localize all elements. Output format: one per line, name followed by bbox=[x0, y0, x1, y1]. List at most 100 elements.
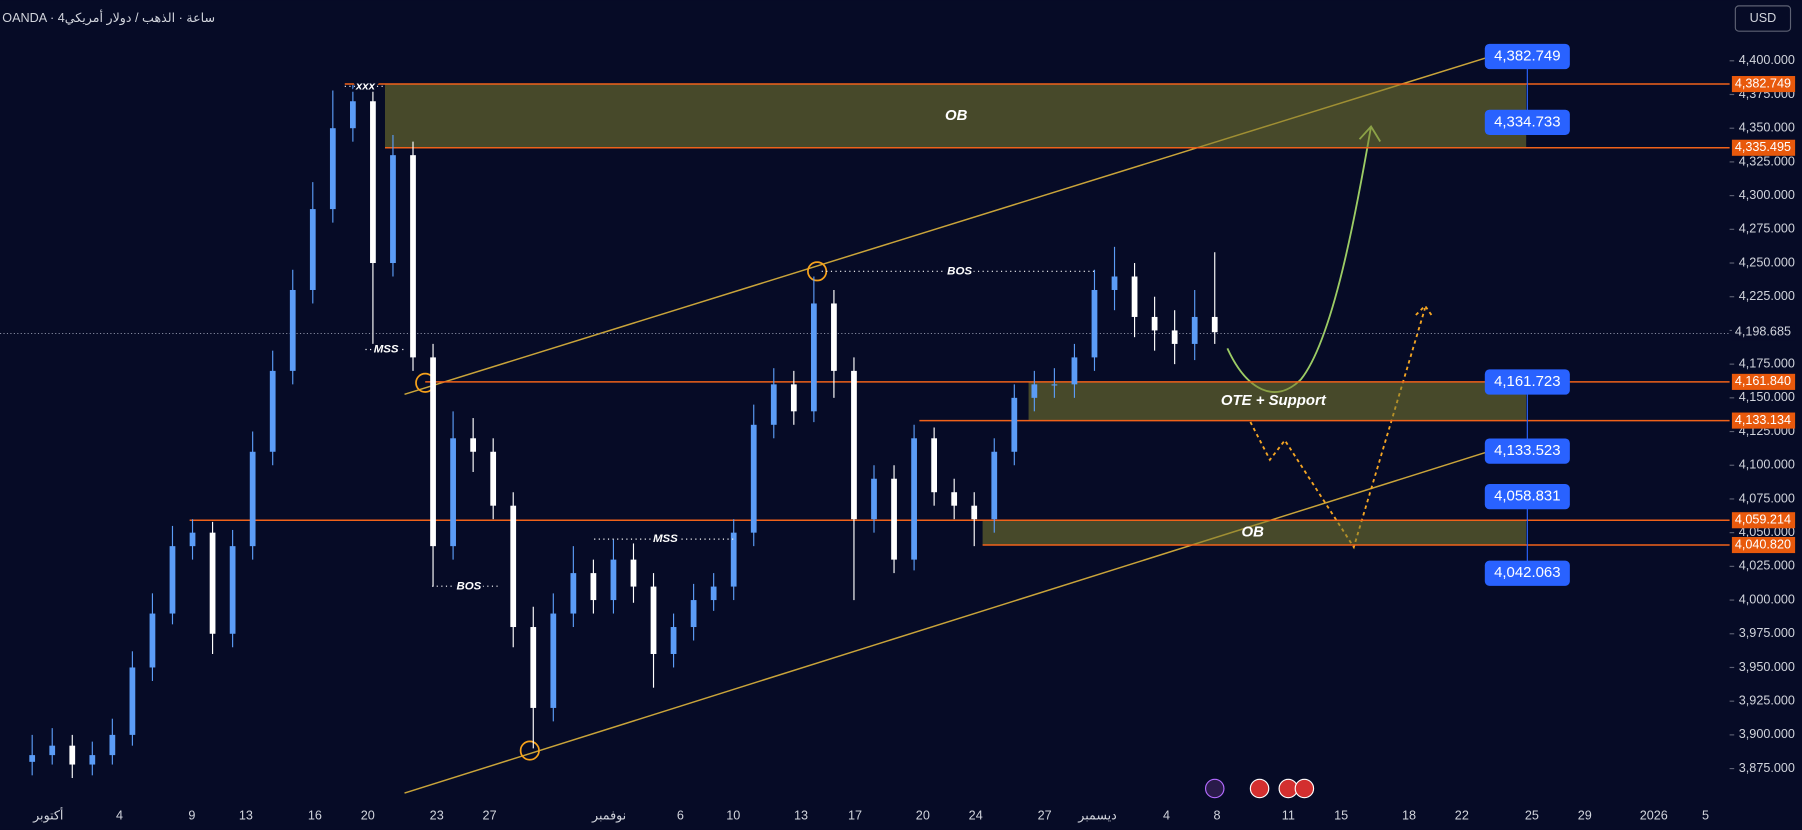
candle-body bbox=[730, 532, 737, 587]
candle-body bbox=[931, 438, 938, 493]
y-tick-label: 3,925.000 bbox=[1739, 694, 1795, 708]
candle-body bbox=[1071, 357, 1078, 385]
event-icon bbox=[1294, 778, 1315, 799]
candle-body bbox=[109, 734, 116, 756]
x-tick-label: 9 bbox=[188, 808, 195, 822]
candle-body bbox=[891, 478, 897, 560]
y-tick-label: 4,175.000 bbox=[1739, 356, 1795, 370]
y-tick-label: 4,300.000 bbox=[1739, 188, 1795, 202]
x-tick-label: 5 bbox=[1702, 808, 1709, 822]
candle-body bbox=[590, 573, 597, 601]
zone-label: OTE + Support bbox=[1221, 392, 1327, 409]
axis-price-label: 4,382.749 bbox=[1735, 76, 1791, 90]
currency-label[interactable]: USD bbox=[1750, 11, 1777, 25]
candle-body bbox=[269, 370, 276, 452]
x-tick-label: 8 bbox=[1214, 808, 1221, 822]
candle-body bbox=[189, 532, 196, 547]
candle-body bbox=[69, 745, 76, 765]
candle-body bbox=[410, 155, 416, 358]
y-tick-label: 3,975.000 bbox=[1739, 626, 1795, 640]
candle-body bbox=[129, 667, 136, 735]
target-label: 4,334.733 bbox=[1494, 113, 1560, 130]
target-label: 4,058.831 bbox=[1494, 488, 1560, 505]
candle-body bbox=[971, 505, 978, 520]
x-tick-label: نوفمبر bbox=[591, 808, 626, 823]
y-tick-label: 4,225.000 bbox=[1739, 289, 1795, 303]
candle-body bbox=[1151, 316, 1158, 331]
candle-body bbox=[1131, 276, 1138, 317]
candle-body bbox=[650, 586, 657, 654]
y-tick-label: 4,025.000 bbox=[1739, 559, 1795, 573]
axis-price-label: 4,161.840 bbox=[1735, 374, 1791, 388]
candle-body bbox=[790, 384, 797, 412]
x-tick-label: 11 bbox=[1282, 808, 1295, 822]
candle-body bbox=[1031, 384, 1038, 398]
candle-body bbox=[911, 438, 917, 560]
target-label: 4,133.523 bbox=[1494, 442, 1560, 459]
zone-box bbox=[982, 520, 1527, 546]
candle-body bbox=[871, 478, 877, 520]
x-tick-label: 22 bbox=[1455, 808, 1469, 822]
y-tick-label: 4,275.000 bbox=[1739, 222, 1795, 236]
currency-button[interactable] bbox=[1734, 5, 1792, 32]
candle-body bbox=[430, 357, 436, 547]
y-tick-label: 4,350.000 bbox=[1739, 121, 1795, 135]
candle-body bbox=[710, 586, 717, 601]
y-tick-label: 4,400.000 bbox=[1739, 53, 1795, 67]
x-tick-label: 27 bbox=[1038, 808, 1052, 822]
candle-body bbox=[670, 627, 677, 654]
x-tick-label: 13 bbox=[239, 808, 253, 822]
candle-body bbox=[510, 505, 517, 628]
event-icon bbox=[1249, 778, 1270, 799]
candle-body bbox=[350, 101, 356, 129]
axis-price-label: 4,335.495 bbox=[1735, 140, 1791, 154]
candle-body bbox=[1051, 384, 1058, 386]
event-icon bbox=[1204, 778, 1225, 799]
axis-price-label: 4,059.214 bbox=[1735, 513, 1791, 527]
candle-body bbox=[249, 451, 256, 547]
x-tick-label: 20 bbox=[916, 808, 930, 822]
note-label: MSS bbox=[653, 533, 678, 545]
y-tick-label: 4,100.000 bbox=[1739, 458, 1795, 472]
header-title: OANDA · 4ساعة · الذهب / دولار أمريكي bbox=[2, 9, 215, 26]
x-tick-label: 25 bbox=[1525, 808, 1539, 822]
x-tick-label: 4 bbox=[116, 808, 123, 822]
x-tick-label: 2026 bbox=[1640, 808, 1668, 822]
axis-price-tag bbox=[1731, 76, 1796, 93]
candle-body bbox=[229, 546, 236, 634]
x-tick-label: 13 bbox=[794, 808, 808, 822]
x-tick-label: 29 bbox=[1578, 808, 1592, 822]
y-tick-label: 3,900.000 bbox=[1739, 727, 1795, 741]
candle-body bbox=[530, 627, 537, 708]
zone-label: OB bbox=[1241, 524, 1264, 541]
axis-price-tag bbox=[1731, 412, 1796, 429]
lower-channel bbox=[404, 441, 1518, 794]
x-tick-label: 17 bbox=[848, 808, 862, 822]
zone-label: OB bbox=[945, 107, 968, 124]
x-tick-label: 16 bbox=[308, 808, 322, 822]
x-tick-label: 27 bbox=[483, 808, 497, 822]
x-tick-label: 18 bbox=[1402, 808, 1416, 822]
candle-body bbox=[390, 155, 396, 264]
axis-price-tag bbox=[1731, 512, 1796, 529]
candle-body bbox=[289, 289, 296, 371]
candle-body bbox=[89, 755, 96, 765]
pivot-circle bbox=[519, 740, 540, 761]
x-tick-label: 24 bbox=[969, 808, 983, 822]
x-tick-label: 15 bbox=[1334, 808, 1348, 822]
y-tick-label: 4,075.000 bbox=[1739, 491, 1795, 505]
x-tick-label: 4 bbox=[1163, 808, 1170, 822]
candle-body bbox=[991, 451, 998, 520]
y-tick-label: 4,050.000 bbox=[1739, 525, 1795, 539]
y-tick-label: 3,875.000 bbox=[1739, 761, 1795, 775]
candle-body bbox=[750, 424, 757, 533]
axis-price-label: 4,040.820 bbox=[1735, 537, 1791, 551]
candle-body bbox=[550, 613, 557, 708]
candle-body bbox=[149, 613, 156, 668]
current-price-label: 4,198.685 bbox=[1735, 325, 1791, 339]
note-label: BOS bbox=[947, 265, 972, 277]
candle-body bbox=[1171, 330, 1178, 344]
candle-body bbox=[610, 559, 617, 601]
candle-body bbox=[810, 303, 817, 412]
